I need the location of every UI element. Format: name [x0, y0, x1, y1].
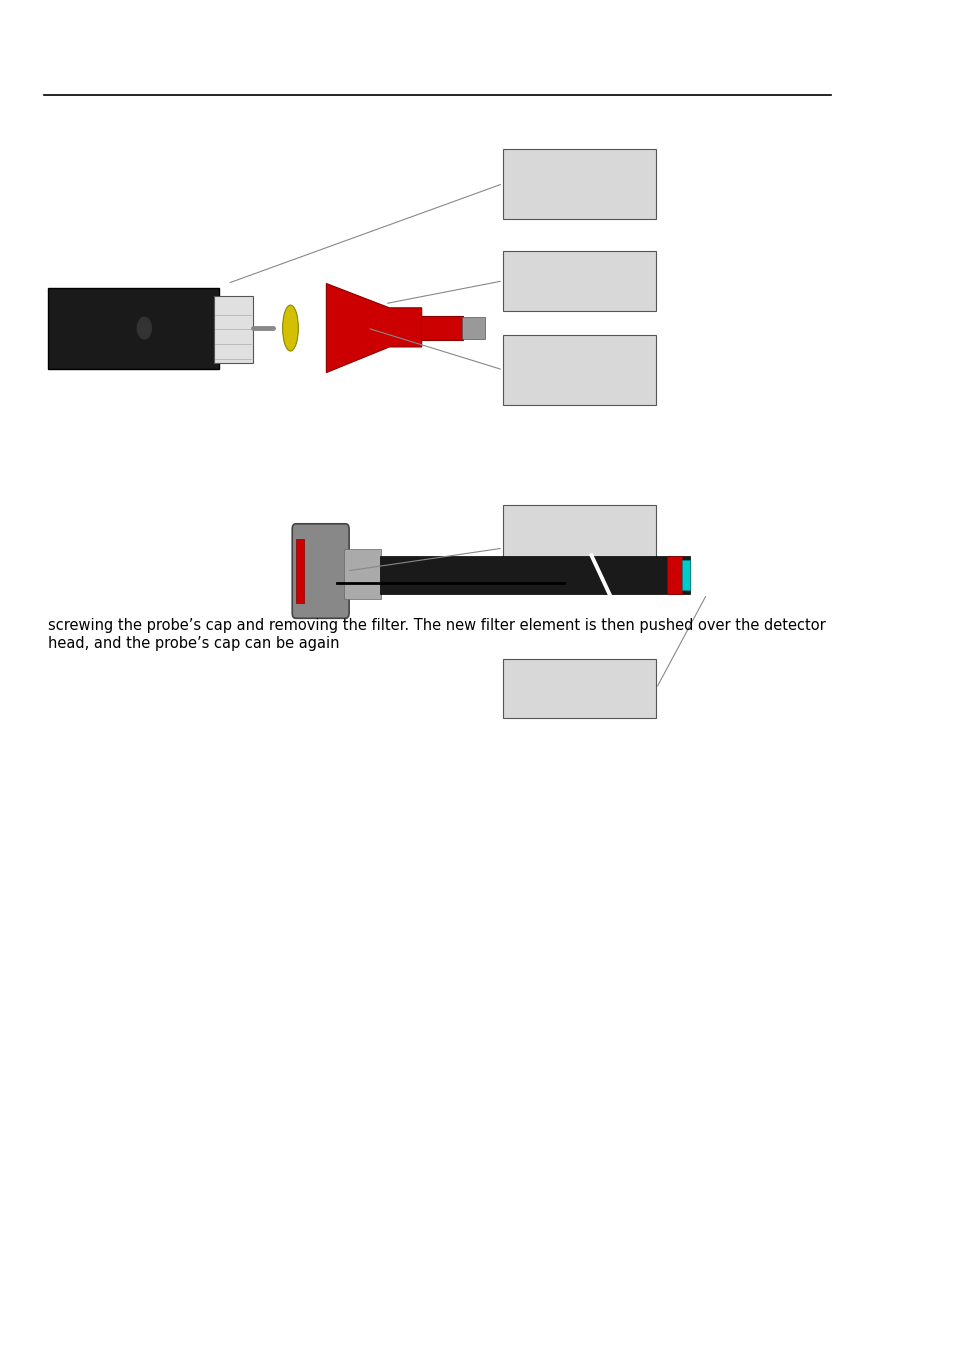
- Circle shape: [137, 317, 152, 339]
- Text: screwing the probe’s cap and removing the filter. The new filter element is then: screwing the probe’s cap and removing th…: [48, 618, 825, 651]
- FancyBboxPatch shape: [502, 659, 656, 718]
- FancyBboxPatch shape: [502, 335, 656, 405]
- FancyBboxPatch shape: [292, 524, 349, 618]
- FancyBboxPatch shape: [343, 549, 380, 599]
- Ellipse shape: [282, 305, 298, 351]
- FancyBboxPatch shape: [502, 148, 656, 219]
- FancyBboxPatch shape: [295, 539, 304, 603]
- FancyBboxPatch shape: [666, 556, 681, 594]
- Polygon shape: [326, 284, 421, 373]
- FancyBboxPatch shape: [502, 251, 656, 310]
- FancyBboxPatch shape: [420, 316, 462, 340]
- FancyBboxPatch shape: [214, 296, 253, 363]
- FancyBboxPatch shape: [461, 317, 484, 339]
- FancyBboxPatch shape: [680, 560, 690, 590]
- FancyBboxPatch shape: [379, 556, 690, 594]
- FancyBboxPatch shape: [502, 505, 656, 591]
- FancyBboxPatch shape: [48, 288, 218, 369]
